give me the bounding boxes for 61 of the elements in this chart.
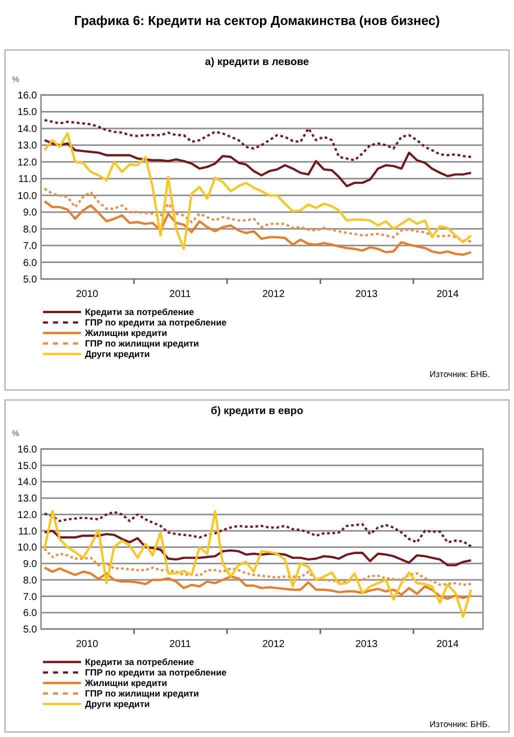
x-tick-label: 2012 — [262, 289, 286, 300]
y-tick-label: 14.0 — [18, 477, 38, 488]
line-series — [43, 530, 472, 566]
x-tick-label: 2011 — [169, 639, 192, 650]
line-series — [43, 118, 472, 162]
legend-label: Други кредити — [85, 699, 150, 709]
y-tick-label: 15.0 — [18, 460, 38, 472]
legend-label: ГПР по жилищни кредити — [85, 688, 199, 698]
legend-label: ГПР по жилищни кредити — [85, 338, 199, 348]
x-tick-label: 2012 — [262, 639, 286, 650]
text: Източник: БНБ. — [430, 369, 490, 379]
x-tick-label: 2014 — [436, 639, 460, 650]
chart-title: б) кредити в евро — [210, 405, 304, 417]
legend-label: Жилищни кредити — [84, 328, 168, 338]
y-tick-label: 6.0 — [23, 258, 38, 269]
y-tick-label: 12.0 — [18, 510, 38, 521]
line-series — [43, 139, 472, 188]
legend-label: ГПР по кредити за потребление — [85, 668, 226, 678]
legend-label: ГПР по кредити за потребление — [85, 318, 226, 328]
y-tick-label: 9.0 — [23, 208, 38, 219]
x-tick-label: 2013 — [355, 289, 378, 300]
y-tick-label: 7.0 — [23, 592, 38, 603]
text: Източник: БНБ. — [430, 719, 490, 729]
y-tick-label: 9.0 — [23, 559, 38, 570]
y-tick-label: 14.0 — [18, 124, 38, 135]
y-tick-label: 8.0 — [23, 224, 38, 236]
chart-title: Графика 6: Кредити на сектор Домакинства (нов бизнес) — [74, 13, 440, 28]
y-tick-label: 13.0 — [18, 140, 38, 152]
y-tick-label: 11.0 — [18, 526, 38, 538]
line-series — [43, 566, 472, 600]
line-series — [43, 510, 472, 618]
y-tick-label: 10.0 — [18, 542, 38, 554]
y-tick-label: 5.0 — [23, 624, 38, 636]
y-tick-label: 8.0 — [23, 575, 38, 586]
y-tick-label: 16.0 — [18, 444, 38, 456]
line-series — [43, 510, 472, 548]
y-tick-label: 13.0 — [18, 494, 38, 505]
x-tick-label: 2011 — [169, 289, 192, 300]
legend-label: Жилищни кредити — [84, 678, 168, 688]
line-series — [43, 200, 472, 256]
x-tick-label: 2014 — [436, 289, 460, 300]
x-tick-label: 2010 — [76, 639, 99, 650]
y-axis-title: % — [12, 75, 20, 84]
y-tick-label: 12.0 — [18, 157, 38, 168]
y-tick-label: 5.0 — [23, 274, 38, 286]
y-tick-label: 11.0 — [18, 174, 38, 186]
chart-subtitle: а) кредити в левове — [204, 56, 310, 68]
line-series — [43, 188, 472, 242]
line-series — [43, 132, 472, 250]
y-tick-label: 6.0 — [23, 608, 38, 620]
y-tick-label: 10.0 — [18, 190, 38, 202]
legend-label: Други кредити — [85, 349, 150, 359]
x-tick-label: 2010 — [76, 289, 99, 300]
y-tick-label: 15.0 — [18, 107, 38, 118]
line-series — [43, 548, 472, 586]
x-tick-label: 2013 — [355, 639, 378, 650]
legend-label: Кредити за потребление — [85, 307, 194, 317]
y-axis-title: % — [12, 429, 20, 438]
legend-label: Кредити за потребление — [85, 657, 194, 667]
y-tick-label: 16.0 — [18, 90, 38, 102]
y-tick-label: 7.0 — [23, 241, 38, 252]
